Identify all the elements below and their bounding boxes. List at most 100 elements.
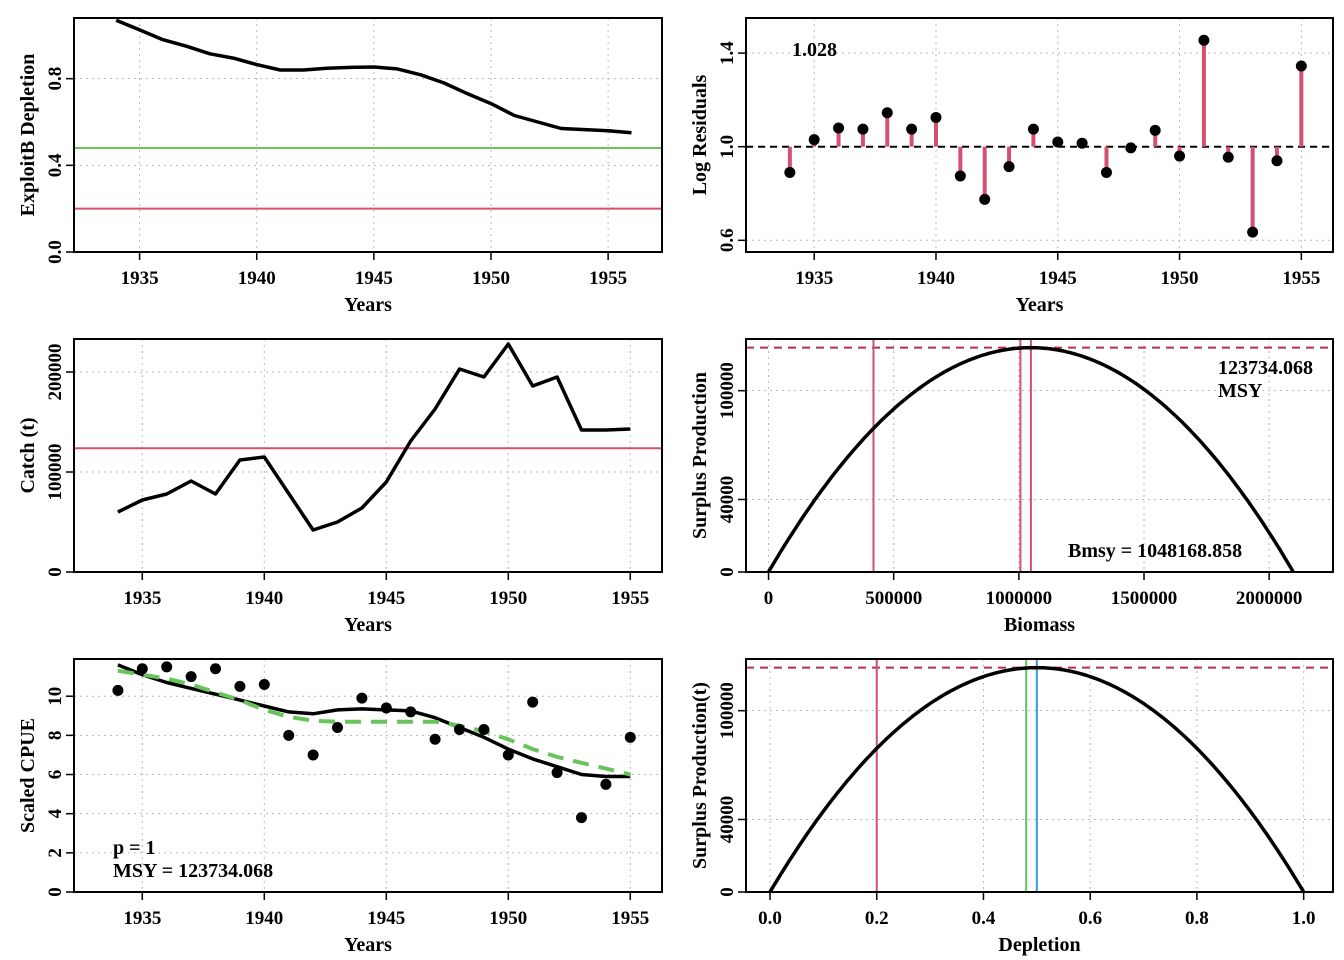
x-tick-label: 1500000 (1111, 588, 1178, 609)
y-axis-label: Log Residuals (689, 74, 711, 195)
y-tick-label: 2 (45, 848, 66, 858)
residual-point (954, 170, 966, 182)
residual-point (881, 107, 893, 119)
residual-point (1222, 151, 1234, 163)
x-axis-label: Biomass (1004, 614, 1075, 636)
residual-point (1003, 161, 1015, 173)
cpue-point (258, 678, 270, 690)
x-tick-label: 1935 (121, 268, 159, 289)
x-tick-label: 1940 (238, 268, 276, 289)
y-tick-label: 0.8 (45, 67, 66, 91)
y-axis-label: Catch (t) (17, 417, 39, 493)
residual-point (1052, 136, 1064, 148)
x-tick-label: 1.0 (1292, 908, 1316, 929)
x-tick-label: 1945 (367, 908, 405, 929)
panel-surplus-production-biomass: 0 500000 1000000 1500000 2000000 0 40000 100000… (689, 338, 1334, 636)
y-tick-label: 6 (45, 770, 66, 780)
residual-point (906, 123, 918, 135)
x-tick-label: 0.4 (972, 908, 996, 929)
cpue-point (112, 684, 124, 696)
y-axis-label: Scaled CPUE (17, 718, 39, 833)
y-tick-label: 100000 (45, 444, 66, 501)
panel-scaled-cpue: 1935 1940 1945 1950 1955 0 2 4 6 8 10 Years Scaled C… (17, 658, 663, 956)
y-tick-label: 8 (45, 731, 66, 741)
x-tick-label: 0 (764, 588, 774, 609)
series-line (117, 663, 631, 779)
x-tick-label: 1950 (489, 908, 527, 929)
y-tick-label: 0 (717, 887, 738, 897)
x-tick-label: 1945 (355, 268, 393, 289)
x-axis-label: Years (344, 934, 392, 956)
x-tick-label: 2000000 (1236, 588, 1303, 609)
x-tick-label: 1955 (1282, 268, 1320, 289)
residual-point (1100, 166, 1112, 178)
plot-frame (745, 338, 1334, 573)
cpue-point (234, 680, 246, 692)
annotation-bmsy: Bmsy = 1048168.858 (1068, 540, 1242, 562)
cpue-point (478, 723, 490, 735)
annotation-geometric-mean: 1.028 (792, 39, 837, 61)
y-axis-label: Surplus Production(t) (689, 682, 711, 869)
panel-surplus-production-depletion: 0.0 0.2 0.4 0.6 0.8 1.0 0 40000 100000 Depletion S… (689, 658, 1334, 956)
y-tick-label: 0 (45, 567, 66, 577)
panel-exploitb-depletion: 1935 1940 1945 1950 1955 0.0 0.4 0.8 Years Exploi… (17, 17, 663, 316)
x-tick-label: 1000000 (986, 588, 1053, 609)
plot-frame (73, 338, 663, 573)
annotation-msy-label: MSY (1218, 380, 1263, 402)
cpue-point (210, 663, 222, 675)
y-tick-label: 1.4 (717, 41, 738, 65)
production-curve (768, 665, 1306, 893)
y-tick-label: 0.6 (717, 228, 738, 252)
residual-point (979, 193, 991, 205)
residual-point (1027, 123, 1039, 135)
panel-catch: 1935 1940 1945 1950 1955 0 100000 200000 Years Ca… (17, 338, 663, 636)
cpue-point (307, 749, 319, 761)
residual-point (1295, 60, 1307, 72)
x-axis-label: Years (1016, 294, 1064, 316)
y-tick-label: 100000 (717, 362, 738, 419)
cpue-point (575, 812, 587, 824)
residual-point (1271, 155, 1283, 167)
x-axis-label: Depletion (998, 934, 1080, 956)
y-axis-label: Surplus Production (689, 372, 711, 539)
y-tick-label: 0.4 (45, 153, 66, 177)
cpue-point (551, 767, 563, 779)
x-tick-label: 0.6 (1078, 908, 1102, 929)
residual-point (1198, 34, 1210, 46)
cpue-point (185, 671, 197, 683)
y-axis-label: ExploitB Depletion (17, 54, 39, 217)
annotation-msy-value: 123734.068 (1218, 357, 1313, 379)
cpue-point (283, 729, 295, 741)
y-tick-label: 4 (45, 808, 66, 818)
x-tick-label: 1935 (795, 268, 833, 289)
cpue-point (332, 722, 344, 734)
predicted-line-dashed (117, 668, 631, 777)
x-tick-label: 1940 (917, 268, 955, 289)
series-line (115, 18, 632, 135)
x-tick-label: 1950 (489, 588, 527, 609)
x-axis-label: Years (344, 294, 392, 316)
cpue-point (453, 723, 465, 735)
cpue-point (380, 702, 392, 714)
y-tick-label: 0.0 (45, 240, 66, 264)
x-tick-label: 0.2 (865, 908, 889, 929)
cpue-point (527, 696, 539, 708)
x-axis-label: Years (344, 614, 392, 636)
residual-point (930, 111, 942, 123)
x-tick-label: 1935 (123, 908, 161, 929)
cpue-point (502, 749, 514, 761)
x-tick-label: 1955 (611, 588, 649, 609)
cpue-point (600, 778, 612, 790)
x-tick-label: 500000 (865, 588, 922, 609)
residual-point (1174, 150, 1186, 162)
y-tick-label: 100000 (717, 682, 738, 739)
x-tick-label: 1950 (472, 268, 510, 289)
x-tick-label: 1955 (611, 908, 649, 929)
x-tick-label: 1940 (245, 588, 283, 609)
annotation-p: p = 1 (113, 837, 156, 859)
cpue-point (136, 663, 148, 675)
production-curve (766, 345, 1295, 573)
x-tick-label: 1940 (245, 908, 283, 929)
x-tick-label: 1945 (1039, 268, 1077, 289)
y-tick-label: 200000 (45, 344, 66, 401)
